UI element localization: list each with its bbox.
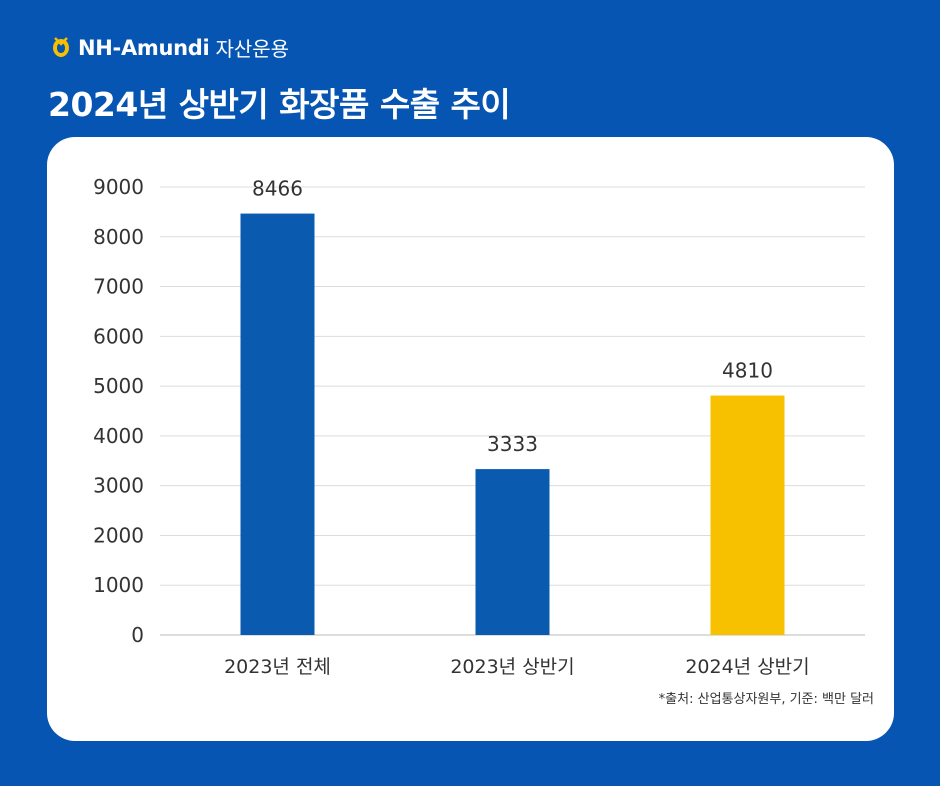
chart-card: 0 1000 2000 3000 4000 5000 6000 7000 8000 9000 846… [47, 137, 894, 741]
nh-logo-icon [53, 36, 69, 57]
brand-name: NH-Amundi [78, 35, 210, 60]
y-tick-label: 6000 [93, 324, 144, 348]
y-tick-label: 4000 [93, 424, 144, 448]
x-tick-label: 2023년 상반기 [450, 656, 574, 678]
y-tick-label: 2000 [93, 523, 144, 547]
page-title: 2024년 상반기 화장품 수출 추이 [48, 85, 511, 124]
x-tick-label: 2023년 전체 [224, 656, 331, 678]
bar [240, 213, 315, 635]
y-tick-label: 3000 [93, 474, 144, 498]
y-tick-label: 1000 [93, 573, 144, 597]
y-tick-label: 5000 [93, 374, 144, 398]
brand-suffix: 자산운용 [215, 37, 290, 61]
brand: NH-Amundi 자산운용 [50, 33, 289, 62]
y-tick-label: 9000 [93, 175, 144, 199]
data-label: 3333 [487, 432, 538, 456]
y-tick-label: 7000 [93, 275, 144, 299]
data-label: 4810 [722, 359, 773, 383]
data-label: 8466 [252, 177, 303, 201]
bar-chart: 0 1000 2000 3000 4000 5000 6000 7000 8000 9000 846… [93, 175, 865, 678]
source-note: *출처: 산업통상자원부, 기준: 백만 달러 [658, 692, 874, 707]
bar [710, 395, 785, 635]
x-tick-label: 2024년 상반기 [685, 656, 809, 678]
y-tick-label: 8000 [93, 225, 144, 249]
y-tick-label: 0 [131, 623, 144, 647]
bar [475, 469, 550, 635]
